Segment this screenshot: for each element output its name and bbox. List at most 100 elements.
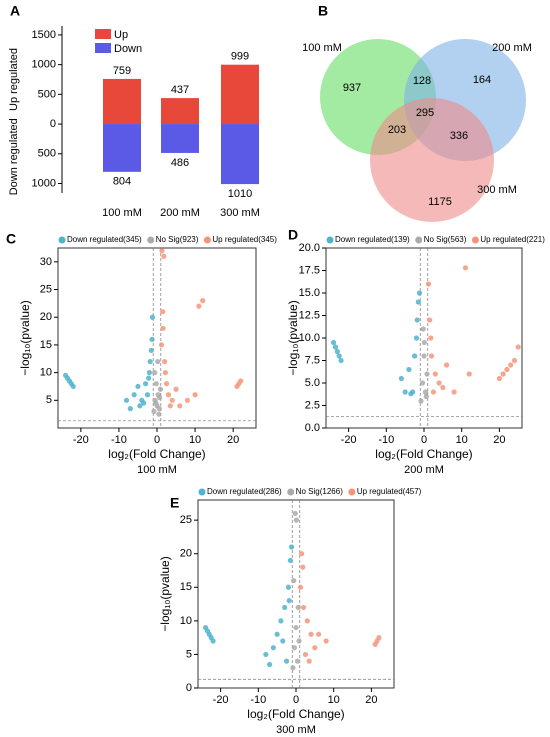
y-tick-label: 17.5: [299, 264, 320, 276]
bar: [161, 124, 199, 153]
legend-label: Down regulated(345): [67, 235, 142, 244]
point: [414, 317, 420, 323]
point: [304, 618, 310, 624]
legend-marker: [58, 236, 66, 244]
legend-label: Up regulated(221): [480, 235, 545, 244]
subtitle: 100 mM: [137, 464, 177, 476]
value-label: 437: [171, 84, 189, 96]
point: [285, 584, 292, 590]
y-tick-label: 20.0: [299, 242, 320, 254]
legend-label: Up regulated(345): [212, 235, 277, 244]
y-tick-label: 0: [50, 118, 56, 130]
point: [316, 631, 322, 637]
y-label: Up regulated: [8, 48, 20, 111]
point: [500, 371, 506, 377]
point: [282, 604, 288, 611]
y-tick-label: 15.0: [299, 287, 320, 299]
point: [436, 380, 442, 386]
point: [141, 400, 147, 406]
y-tick-label: 500: [38, 148, 56, 160]
point: [70, 383, 76, 390]
point: [462, 265, 469, 271]
point: [149, 314, 156, 320]
point: [336, 353, 342, 359]
point: [428, 335, 434, 341]
y-tick-label: 2.5: [305, 399, 320, 411]
panel-label: C: [6, 231, 16, 247]
point: [263, 651, 269, 658]
point: [413, 335, 420, 341]
bar: [103, 124, 141, 172]
point: [440, 384, 446, 391]
legend-label: Down regulated(139): [335, 235, 410, 244]
y-tick-label: 7.5: [305, 354, 320, 366]
x-tick-label: 10: [456, 434, 468, 446]
point: [161, 253, 167, 259]
point: [408, 391, 414, 397]
bar: [103, 78, 141, 125]
legend-marker: [326, 236, 334, 244]
legend-swatch: [95, 43, 111, 53]
legend-marker: [203, 236, 211, 244]
point: [270, 645, 276, 651]
point: [423, 393, 429, 400]
point: [162, 358, 168, 365]
value-label: 999: [231, 51, 249, 63]
y-tick-label: 5.0: [305, 377, 320, 389]
point: [451, 389, 457, 395]
point: [290, 665, 296, 671]
point: [296, 638, 302, 644]
x-tick-label: -10: [250, 694, 266, 706]
point: [427, 317, 433, 323]
x-tick-label: 20: [365, 694, 377, 706]
point: [418, 398, 424, 404]
y-tick-label: 1500: [32, 29, 56, 41]
x-label: log₂(Fold Change): [108, 447, 205, 461]
point: [153, 381, 159, 387]
point: [123, 397, 130, 403]
x-tick-label: 20: [493, 434, 505, 446]
point: [127, 406, 133, 412]
legend-marker: [287, 488, 295, 496]
point: [312, 645, 318, 651]
y-tick-label: 10.0: [299, 332, 320, 344]
x-tick-label: 300 mM: [220, 207, 260, 219]
y-tick-label: 20: [180, 548, 192, 560]
plot-frame: [325, 247, 523, 429]
point: [299, 551, 305, 557]
point: [155, 358, 161, 365]
point: [297, 584, 304, 590]
subtitle: 200 mM: [404, 464, 444, 476]
point: [287, 557, 293, 564]
panel-label: B: [318, 3, 328, 19]
point: [149, 336, 155, 342]
x-tick-label: 0: [293, 694, 299, 706]
x-tick-label: -10: [111, 434, 127, 446]
point: [332, 344, 339, 350]
region-count: 203: [388, 124, 406, 136]
point: [425, 281, 432, 287]
y-tick-label: 25: [40, 283, 52, 295]
point: [302, 651, 309, 658]
point: [238, 378, 244, 384]
y-tick-label: 30: [40, 256, 52, 268]
point: [406, 366, 412, 373]
point: [286, 598, 292, 604]
legend-marker: [147, 236, 155, 244]
y-label: −log₁₀(pvalue): [286, 300, 300, 375]
value-label: 804: [113, 176, 131, 188]
x-tick-label: 100 mM: [102, 207, 142, 219]
y-tick-label: 1000: [32, 177, 56, 189]
point: [280, 638, 286, 644]
point: [135, 383, 141, 390]
point: [415, 299, 421, 305]
point: [184, 397, 191, 403]
y-tick-label: 15: [40, 339, 52, 351]
legend-label: Up: [114, 29, 128, 41]
x-tick-label: -10: [378, 434, 394, 446]
legend-marker: [471, 236, 479, 244]
point: [398, 375, 404, 382]
y-tick-label: 10: [40, 367, 52, 379]
panel-label: E: [170, 495, 179, 511]
subtitle: 300 mM: [276, 724, 316, 736]
